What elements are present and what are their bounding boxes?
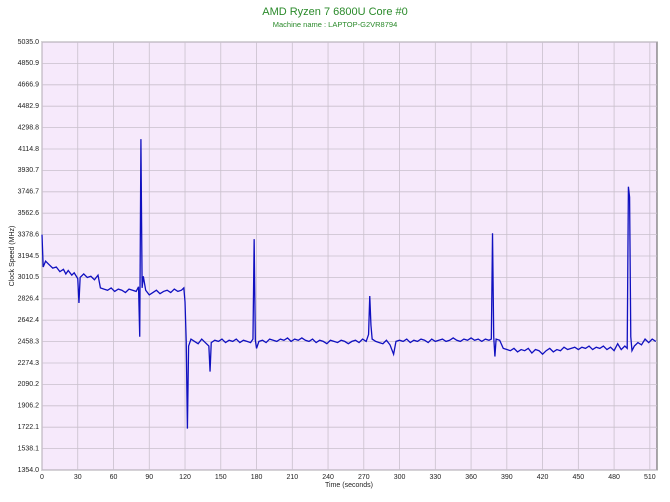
y-axis-label: Clock Speed (MHz) — [9, 226, 16, 287]
x-tick-label: 510 — [644, 474, 656, 481]
x-tick-label: 180 — [251, 474, 263, 481]
y-tick-label: 3562.6 — [18, 210, 40, 217]
y-tick-label: 2642.4 — [18, 317, 40, 324]
data-line — [41, 139, 657, 429]
x-tick-label: 30 — [74, 474, 82, 481]
y-tick-label: 2090.2 — [18, 381, 40, 388]
x-tick-label: 450 — [572, 474, 584, 481]
y-tick-label: 4298.8 — [18, 124, 40, 131]
x-tick-label: 150 — [215, 474, 227, 481]
y-tick-label: 3194.5 — [18, 253, 40, 260]
y-tick-label: 5035.0 — [18, 39, 40, 46]
y-tick-label: 1906.2 — [18, 403, 40, 410]
y-tick-label: 1538.1 — [18, 445, 40, 452]
x-tick-label: 90 — [145, 474, 153, 481]
x-tick-label: 300 — [394, 474, 406, 481]
chart-subtitle: Machine name : LAPTOP-G2VR8794 — [273, 20, 398, 29]
x-tick-label: 330 — [429, 474, 441, 481]
x-tick-label: 360 — [465, 474, 477, 481]
chart-title: AMD Ryzen 7 6800U Core #0 — [262, 6, 408, 18]
y-tick-label: 1354.0 — [18, 467, 40, 474]
x-tick-label: 390 — [501, 474, 513, 481]
x-tick-label: 60 — [110, 474, 118, 481]
x-tick-label: 420 — [537, 474, 549, 481]
y-tick-label: 2458.3 — [18, 338, 40, 345]
y-tick-label: 2274.3 — [18, 360, 40, 367]
y-tick-label: 3930.7 — [18, 167, 40, 174]
x-tick-label: 240 — [322, 474, 334, 481]
x-tick-label: 210 — [286, 474, 298, 481]
y-tick-label: 3010.5 — [18, 274, 40, 281]
y-tick-label: 2826.4 — [18, 296, 40, 303]
y-tick-label: 3746.7 — [18, 189, 40, 196]
x-tick-label: 0 — [40, 474, 44, 481]
y-tick-label: 1722.1 — [18, 424, 40, 431]
y-tick-label: 4482.9 — [18, 103, 40, 110]
y-tick-label: 4666.9 — [18, 82, 40, 89]
y-tick-label: 4114.8 — [18, 146, 39, 153]
x-axis-label: Time (seconds) — [325, 482, 373, 489]
y-tick-label: 4850.9 — [18, 60, 40, 67]
x-tick-label: 120 — [179, 474, 191, 481]
x-tick-label: 270 — [358, 474, 370, 481]
y-tick-label: 3378.6 — [18, 231, 40, 238]
x-tick-label: 480 — [608, 474, 620, 481]
